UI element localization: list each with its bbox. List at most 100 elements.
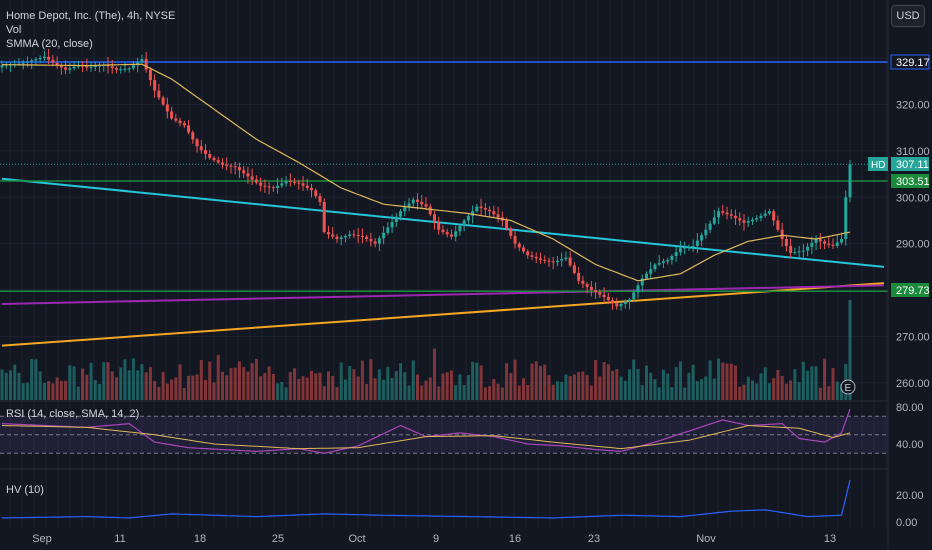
candle-body	[734, 215, 738, 219]
volume-bar	[538, 365, 542, 400]
candle-body	[34, 59, 38, 61]
candle-body	[831, 244, 835, 246]
candle-body	[352, 234, 356, 236]
volume-bar	[505, 363, 509, 400]
volume-bar	[424, 380, 428, 400]
time-tick-label: 16	[509, 533, 521, 545]
volume-bar	[30, 358, 34, 400]
symbol-title[interactable]: Home Depot, Inc. (The), 4h, NYSE	[6, 10, 176, 22]
time-axis[interactable]: Sep 11 18 25 Oct 9 16 23 Nov 13	[32, 533, 836, 545]
volume-label[interactable]: Vol	[6, 24, 22, 36]
volume-bar	[267, 366, 271, 400]
volume-bar	[394, 370, 398, 400]
volume-bar	[734, 365, 738, 400]
candle-body	[644, 273, 648, 279]
volume-bar	[678, 361, 682, 400]
volume-bar	[661, 369, 665, 400]
volume-bar	[801, 361, 805, 400]
candle-body	[615, 303, 619, 307]
volume-bar	[835, 381, 839, 400]
candle-body	[801, 250, 805, 252]
candle-body	[496, 214, 500, 218]
earnings-marker[interactable]: E	[840, 379, 856, 395]
candle-body	[276, 185, 280, 189]
candle-body	[835, 242, 839, 246]
candle-body	[509, 228, 513, 236]
price-tags: 329.17 HD 307.11 303.51 279.73	[868, 54, 930, 297]
volume-bar	[653, 379, 657, 400]
candle-body	[369, 239, 373, 242]
candle-body	[712, 217, 716, 224]
candle-body	[793, 252, 797, 254]
candle-body	[628, 299, 632, 302]
candle-body	[759, 215, 763, 219]
candle-body	[577, 273, 581, 281]
volume-bar	[51, 383, 55, 400]
candle-body	[220, 162, 224, 165]
tag-level-upper: 303.51	[896, 176, 930, 188]
volume-bar	[750, 380, 754, 400]
volume-bar	[187, 375, 191, 400]
currency-button[interactable]: USD	[891, 5, 925, 27]
hv-tick-label: 0.00	[896, 517, 917, 529]
price-tick-label: 310.00	[896, 146, 930, 158]
volume-bar	[530, 363, 534, 400]
volume-bar	[475, 362, 479, 400]
tag-level-upper-bg	[891, 174, 929, 188]
volume-bar	[517, 385, 521, 400]
candle-body	[568, 257, 572, 266]
candle-body	[611, 300, 615, 304]
candle-body	[594, 290, 598, 293]
candle-body	[598, 292, 602, 295]
candle-body	[356, 235, 360, 237]
candle-body	[543, 259, 547, 261]
volume-bar	[704, 376, 708, 400]
volume-bar	[225, 375, 229, 400]
time-tick-label: Oct	[348, 533, 365, 545]
hv-line	[1, 479, 851, 519]
volume-bar	[500, 387, 504, 400]
candle-body	[89, 66, 93, 68]
smma-line	[1, 63, 851, 282]
volume-bar	[840, 384, 844, 400]
trendlines[interactable]	[1, 177, 885, 347]
candle-body	[687, 246, 691, 248]
candle-body	[390, 222, 394, 228]
volume-bar	[4, 372, 8, 400]
volume-bar	[72, 366, 76, 400]
candle-body	[110, 66, 114, 69]
candle-body	[632, 292, 636, 300]
volume-bar	[131, 358, 135, 400]
volume-bar	[488, 386, 492, 400]
earnings-letter: E	[845, 383, 852, 394]
candle-body	[271, 187, 275, 189]
candle-body	[386, 227, 390, 233]
volume-bar	[254, 358, 258, 400]
volume-bar	[237, 361, 241, 400]
candle-body	[534, 256, 538, 259]
candle-body	[708, 223, 712, 230]
volume-bars	[0, 300, 852, 400]
candle-body	[208, 153, 212, 158]
rsi-tick-label: 80.00	[896, 402, 924, 414]
tag-level-top: 329.17	[896, 57, 930, 69]
smma-label[interactable]: SMMA (20, close)	[6, 38, 93, 50]
volume-bar	[297, 378, 301, 400]
candle-body	[335, 236, 339, 240]
volume-bar	[810, 366, 814, 400]
volume-bar	[148, 367, 152, 400]
volume-bar	[220, 371, 224, 400]
volume-bar	[708, 360, 712, 400]
volume-bar	[572, 374, 576, 400]
rsi-sma-line	[1, 424, 851, 450]
volume-bar	[632, 359, 636, 400]
candle-body	[259, 182, 263, 186]
volume-bar	[831, 368, 835, 400]
candle-body	[195, 139, 199, 147]
volume-bar	[784, 383, 788, 400]
horizontal-levels[interactable]	[0, 61, 888, 293]
candle-body	[424, 204, 428, 207]
volume-bar	[98, 384, 102, 400]
candle-body	[131, 65, 135, 69]
